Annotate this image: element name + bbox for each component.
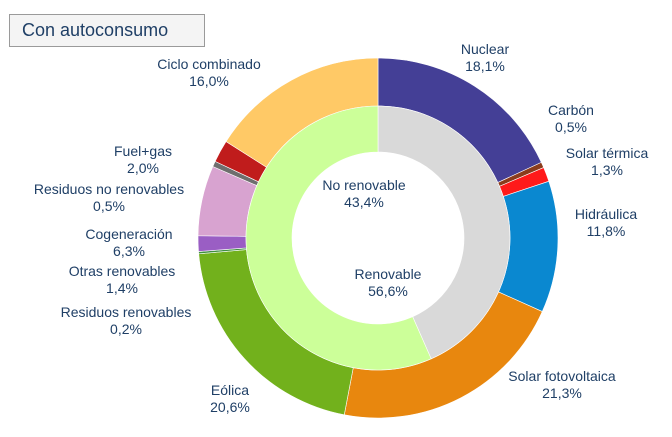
label-fuel-gas-value: 2,0%: [127, 160, 159, 176]
svg-text:Carbón: Carbón: [548, 102, 594, 118]
svg-text:1,3%: 1,3%: [591, 162, 623, 178]
label-eolica-value: 20,6%: [210, 399, 250, 415]
svg-text:56,6%: 56,6%: [368, 283, 408, 299]
label-fuel-gas-name: Fuel+gas: [114, 143, 172, 159]
label-nuclear-value: 18,1%: [465, 58, 505, 74]
svg-text:No renovable: No renovable: [322, 177, 405, 193]
label-renovable-name: Renovable: [355, 266, 422, 282]
label-solar-termica-name: Solar térmica: [566, 145, 649, 161]
label-nuclear-name: Nuclear: [461, 41, 510, 57]
label-no-renovable-name: No renovable: [322, 177, 405, 193]
svg-text:Eólica: Eólica: [211, 382, 249, 398]
inner-labels: No renovable 43,4% Renovable 56,6%: [322, 177, 421, 299]
label-hidraulica-value: 11,8%: [587, 223, 626, 239]
svg-text:11,8%: 11,8%: [587, 223, 626, 239]
label-renovable-value: 56,6%: [368, 283, 408, 299]
svg-text:Residuos no renovables: Residuos no renovables: [34, 181, 184, 197]
label-hidraulica-name: Hidráulica: [575, 206, 637, 222]
svg-text:0,5%: 0,5%: [93, 198, 125, 214]
svg-text:18,1%: 18,1%: [465, 58, 505, 74]
label-residuos-renovables-value: 0,2%: [110, 321, 142, 337]
svg-text:20,6%: 20,6%: [210, 399, 250, 415]
svg-text:21,3%: 21,3%: [542, 385, 582, 401]
svg-text:Cogeneración: Cogeneración: [85, 226, 172, 242]
label-residuos-no-renovables-name: Residuos no renovables: [34, 181, 184, 197]
svg-text:Renovable: Renovable: [355, 266, 422, 282]
label-solar-termica-value: 1,3%: [591, 162, 623, 178]
svg-text:0,2%: 0,2%: [110, 321, 142, 337]
outer-ring: [197, 57, 559, 419]
outer-labels: Nuclear 18,1% Carbón 0,5% Solar térmica …: [34, 41, 649, 415]
label-residuos-renovables-name: Residuos renovables: [61, 304, 192, 320]
label-carbon-value: 0,5%: [555, 119, 587, 135]
slice-no-renovable: [377, 105, 511, 360]
label-eolica-name: Eólica: [211, 382, 249, 398]
label-ciclo-combinado-name: Ciclo combinado: [157, 56, 261, 72]
label-solar-fotovoltaica-value: 21,3%: [542, 385, 582, 401]
chart-title: Con autoconsumo: [9, 14, 205, 47]
svg-text:Fuel+gas: Fuel+gas: [114, 143, 172, 159]
svg-text:43,4%: 43,4%: [344, 194, 384, 210]
label-otras-renovables-name: Otras renovables: [69, 263, 176, 279]
label-cogeneracion-name: Cogeneración: [85, 226, 172, 242]
label-otras-renovables-value: 1,4%: [106, 280, 138, 296]
inner-ring: [245, 105, 511, 371]
label-carbon-name: Carbón: [548, 102, 594, 118]
svg-text:Residuos renovables: Residuos renovables: [61, 304, 192, 320]
svg-text:Solar fotovoltaica: Solar fotovoltaica: [508, 368, 616, 384]
svg-text:1,4%: 1,4%: [106, 280, 138, 296]
svg-text:Otras renovables: Otras renovables: [69, 263, 176, 279]
label-cogeneracion-value: 6,3%: [113, 243, 145, 259]
label-ciclo-combinado-value: 16,0%: [189, 73, 229, 89]
label-residuos-no-renovables-value: 0,5%: [93, 198, 125, 214]
svg-text:Solar térmica: Solar térmica: [566, 145, 649, 161]
label-no-renovable-value: 43,4%: [344, 194, 384, 210]
slice-renovable: [245, 105, 432, 371]
svg-text:2,0%: 2,0%: [127, 160, 159, 176]
svg-text:Nuclear: Nuclear: [461, 41, 510, 57]
svg-text:Hidráulica: Hidráulica: [575, 206, 637, 222]
svg-text:6,3%: 6,3%: [113, 243, 145, 259]
label-solar-fotovoltaica-name: Solar fotovoltaica: [508, 368, 616, 384]
svg-text:16,0%: 16,0%: [189, 73, 229, 89]
svg-text:Ciclo combinado: Ciclo combinado: [157, 56, 261, 72]
svg-text:0,5%: 0,5%: [555, 119, 587, 135]
